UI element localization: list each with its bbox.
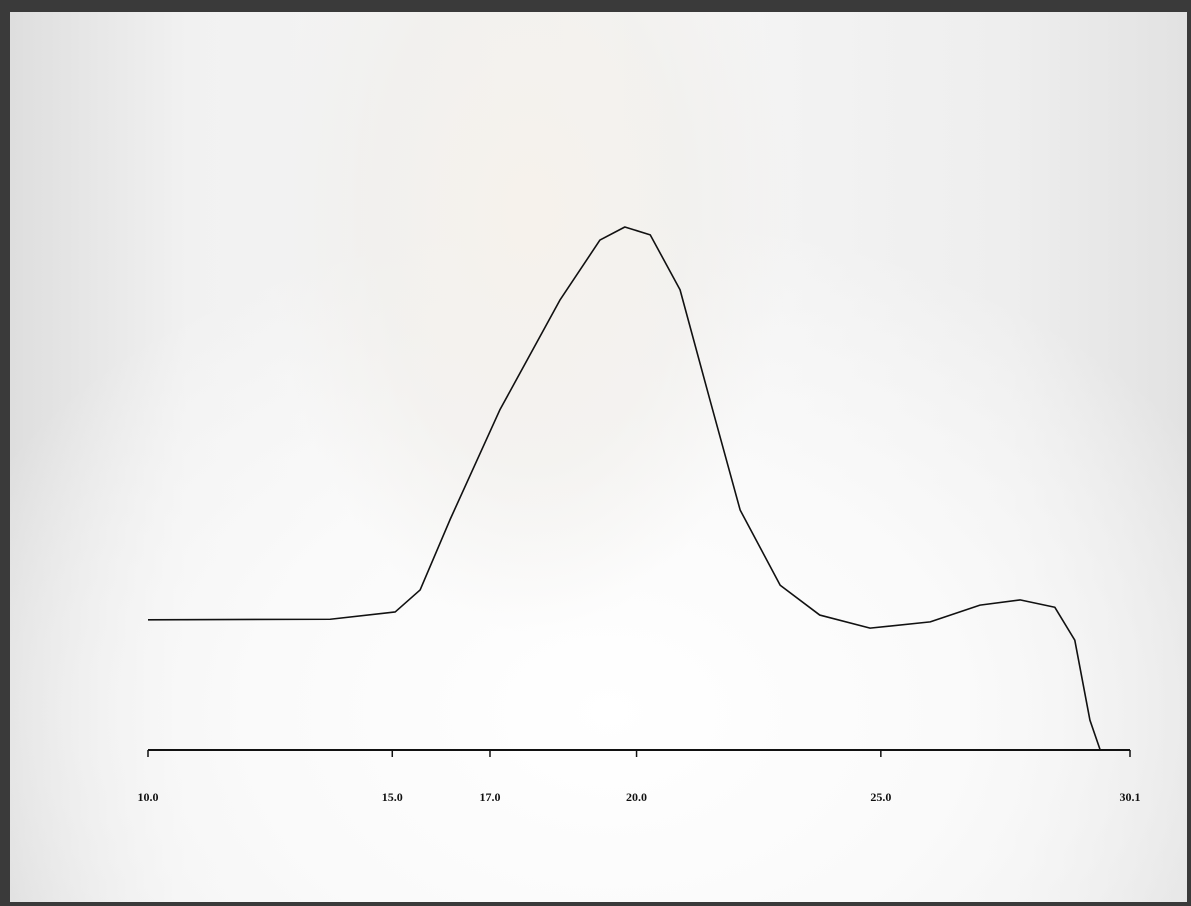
- x-tick-label: 20.0: [626, 790, 647, 804]
- x-tick-label: 17.0: [479, 790, 500, 804]
- x-tick-label: 10.0: [138, 790, 159, 804]
- x-tick-label: 15.0: [382, 790, 403, 804]
- x-tick-label: 25.0: [870, 790, 891, 804]
- curve: [147, 226, 1101, 751]
- x-tick-label: 30.1: [1120, 790, 1141, 804]
